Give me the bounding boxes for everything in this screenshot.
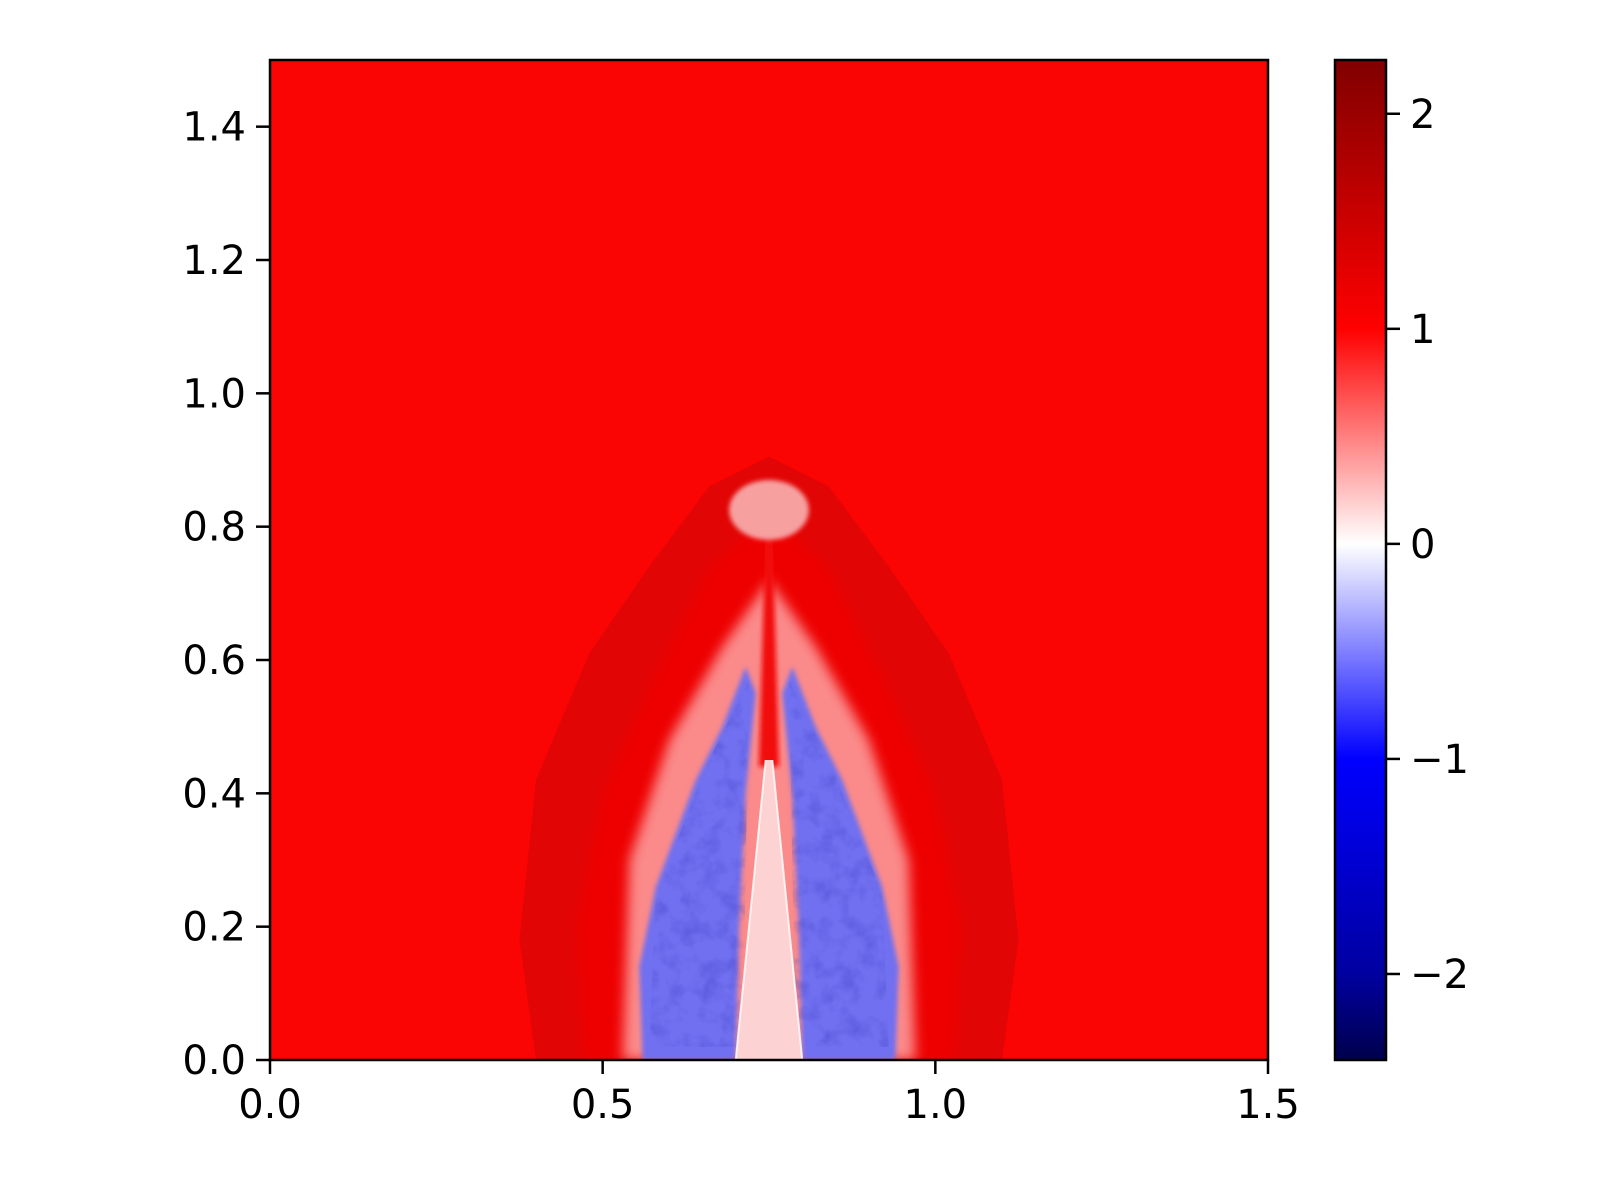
plot-area: 0.0 0.5 1.0 1.5 0.0 0.2 0.4 0.6 0.8 1.0 1.2 1.4	[182, 58, 1300, 1128]
y-tick-label: 0.0	[182, 1038, 246, 1084]
field-image	[270, 60, 1268, 1060]
y-tick-label: 1.2	[182, 238, 246, 284]
jet-edge-left	[734, 759, 767, 1060]
x-tick-label: 0.5	[571, 1082, 635, 1128]
y-tick-label: 1.4	[182, 105, 246, 151]
y-axis: 0.0 0.2 0.4 0.6 0.8 1.0 1.2 1.4	[182, 105, 270, 1084]
colorbar: −2 −1 0 1 2	[1333, 58, 1469, 1062]
colorbar-tick-label: 0	[1410, 522, 1435, 568]
central-jet	[735, 760, 803, 1060]
y-tick-label: 1.0	[182, 371, 246, 417]
colorbar-tick-label: −1	[1410, 737, 1469, 783]
colorbar-gradient	[1335, 60, 1386, 1060]
x-axis: 0.0 0.5 1.0 1.5	[238, 1060, 1300, 1128]
colorbar-frame	[1333, 58, 1388, 1062]
colorbar-tick-label: 2	[1410, 92, 1435, 138]
y-tick-label: 0.6	[182, 638, 246, 684]
cocoon-turbulence	[649, 680, 889, 1047]
colorbar-tick-label: 1	[1410, 307, 1435, 353]
plot-frame	[268, 58, 1270, 1062]
x-tick-label: 0.0	[238, 1082, 302, 1128]
y-tick-label: 0.4	[182, 771, 246, 817]
jet-head	[729, 480, 809, 540]
colorbar-tick-label: −2	[1410, 952, 1469, 998]
colorbar-axis: −2 −1 0 1 2	[1386, 92, 1469, 998]
x-tick-label: 1.5	[1236, 1082, 1300, 1128]
y-tick-label: 0.8	[182, 505, 246, 551]
jet-edge-right	[771, 759, 804, 1060]
y-tick-label: 0.2	[182, 905, 246, 951]
x-tick-label: 1.0	[904, 1082, 968, 1128]
jet-spine	[759, 526, 779, 767]
